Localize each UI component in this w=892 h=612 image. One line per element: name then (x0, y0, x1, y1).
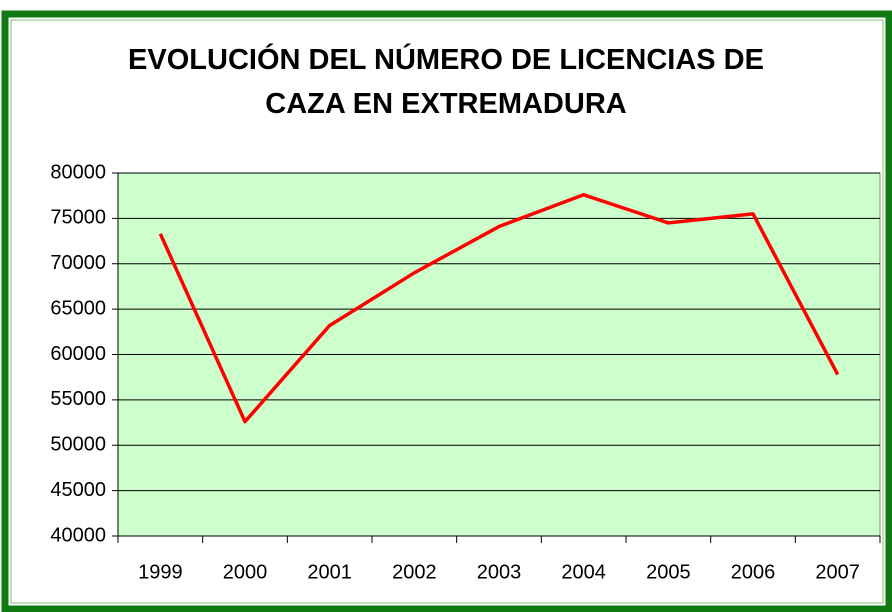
y-tick-label: 70000 (50, 252, 106, 274)
x-tick-label: 2004 (561, 561, 606, 583)
x-tick-label: 2002 (392, 561, 437, 583)
x-tick-label: 2005 (646, 561, 691, 583)
x-tick-label: 1999 (138, 561, 183, 583)
y-tick-label: 40000 (50, 524, 106, 546)
y-tick-label: 55000 (50, 388, 106, 410)
y-tick-label: 60000 (50, 343, 106, 365)
x-tick-label: 2001 (307, 561, 352, 583)
x-tick-label: 2006 (731, 561, 776, 583)
y-tick-label: 80000 (50, 161, 106, 183)
inner-frame (10, 19, 884, 604)
line (158, 193, 840, 424)
x-tick-label: 2007 (815, 561, 860, 583)
y-tick-label: 65000 (50, 297, 106, 319)
x-tick-label: 2003 (477, 561, 522, 583)
frame (1, 10, 892, 612)
y-tick-label: 75000 (50, 207, 106, 229)
y-tick-label: 50000 (50, 434, 106, 456)
chart-title: EVOLUCIÓN DEL NÚMERO DE LICENCIAS DE CAZ… (128, 44, 764, 120)
y-tick-label: 45000 (50, 479, 106, 501)
x-tick-label: 2000 (223, 561, 268, 583)
